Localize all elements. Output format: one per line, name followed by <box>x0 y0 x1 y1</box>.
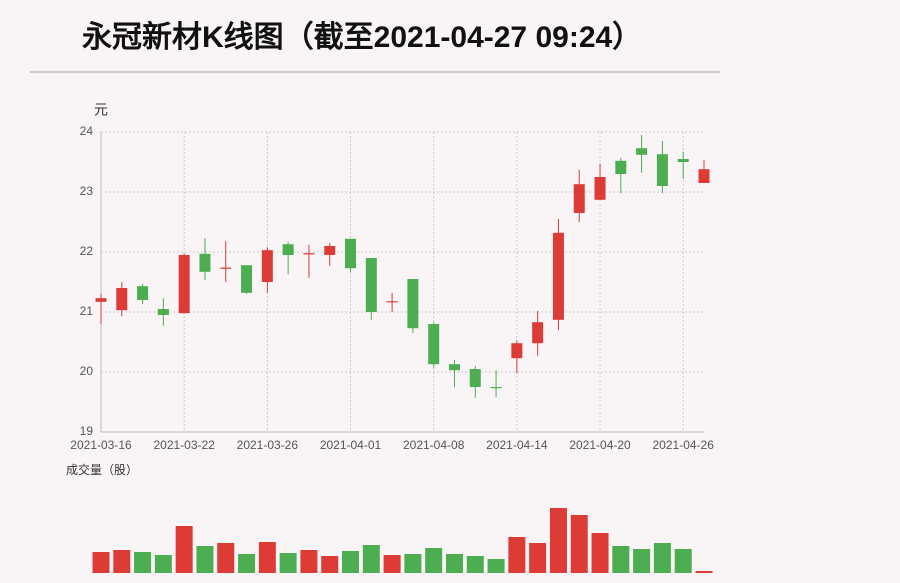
candle-body <box>386 301 398 303</box>
y-unit: 元 <box>94 102 108 118</box>
x-tick-label: 2021-03-16 <box>70 438 132 452</box>
candle-body <box>220 267 232 269</box>
volume-bar <box>342 551 360 573</box>
candle-body <box>490 387 502 389</box>
candle-body <box>303 253 315 255</box>
candle-body <box>407 279 419 329</box>
y-tick-label: 23 <box>80 184 94 198</box>
candle-body <box>448 364 460 371</box>
volume-bar <box>529 543 547 573</box>
volume-bar <box>217 543 235 573</box>
volume-bar <box>238 554 256 573</box>
y-tick-label: 21 <box>80 304 94 318</box>
volume-bar <box>466 556 484 573</box>
volume-bar <box>508 537 526 573</box>
candle-body <box>241 265 253 293</box>
volume-bar <box>321 556 339 573</box>
volume-bar <box>653 543 671 573</box>
candle-body <box>324 246 336 255</box>
candle-body <box>698 169 710 183</box>
candle-body <box>116 288 128 311</box>
chart-title: 永冠新材K线图（截至2021-04-27 09:24） <box>82 20 642 54</box>
y-tick-label: 22 <box>80 244 94 258</box>
x-tick-label: 2021-04-01 <box>320 438 382 452</box>
volume-bar <box>404 554 422 573</box>
volume-label: 成交量（股） <box>66 462 138 477</box>
volume-bar <box>154 555 172 573</box>
x-tick-label: 2021-03-22 <box>153 438 215 452</box>
candle-body <box>428 324 440 365</box>
y-tick-label: 19 <box>80 424 94 438</box>
x-tick-label: 2021-04-08 <box>403 438 465 452</box>
candle-body <box>137 286 149 300</box>
y-tick-label: 20 <box>80 364 94 378</box>
candle-body <box>345 238 357 269</box>
candle-body <box>178 255 190 314</box>
candle-body <box>365 258 377 312</box>
volume-bar <box>279 553 297 573</box>
candle-body <box>677 159 689 162</box>
volume-bar <box>633 549 651 573</box>
volume-bar <box>549 508 567 573</box>
candle-body <box>282 244 294 255</box>
volume-bar <box>258 542 276 573</box>
volume-bar <box>445 554 463 573</box>
volume-bar <box>612 546 630 573</box>
candle-body <box>157 309 169 315</box>
volume-bar <box>425 548 443 573</box>
candle-body <box>261 250 273 282</box>
volume-bar <box>134 552 152 573</box>
volume-bar <box>300 550 318 573</box>
volume-bar <box>113 550 131 573</box>
x-tick-label: 2021-04-14 <box>486 438 548 452</box>
candle-body <box>469 369 481 387</box>
volume-bar <box>383 555 401 573</box>
candle-body <box>594 177 606 200</box>
candle-body <box>552 232 564 320</box>
candle-body <box>511 343 523 359</box>
candle-body <box>95 298 107 302</box>
volume-bar <box>196 546 214 573</box>
volume-bar <box>362 545 380 573</box>
volume-bar <box>674 549 692 573</box>
candle-body <box>615 160 627 174</box>
candle-body <box>199 253 211 272</box>
candle-body <box>532 322 544 344</box>
volume-bar <box>591 533 609 573</box>
volume-bar <box>92 552 110 573</box>
candle-body <box>573 184 585 213</box>
candle-body <box>636 148 648 155</box>
volume-bar <box>570 515 588 573</box>
y-tick-label: 24 <box>80 124 94 138</box>
volume-bar <box>487 559 505 573</box>
volume-bar <box>695 571 713 573</box>
x-tick-label: 2021-04-20 <box>569 438 631 452</box>
x-tick-label: 2021-03-26 <box>237 438 299 452</box>
volume-bar <box>175 526 193 573</box>
x-tick-label: 2021-04-26 <box>653 438 715 452</box>
candle-body <box>656 154 668 186</box>
